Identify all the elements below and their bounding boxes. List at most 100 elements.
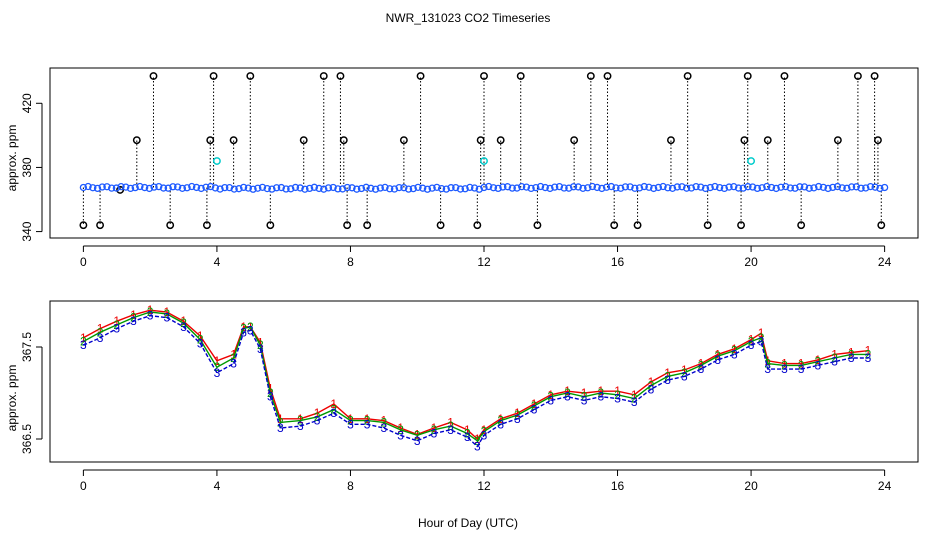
series-marker: 2 [277,415,284,429]
series-marker: 2 [474,434,481,448]
series-marker: 1 [97,322,104,336]
series-marker: 1 [764,354,771,368]
y-tick-label: 367.5 [20,332,34,362]
series-marker: 1 [798,357,805,371]
series-marker: 1 [297,412,304,426]
timeseries-point [560,184,568,192]
series-marker: 2 [347,414,354,428]
timeseries-point [838,184,846,192]
timeseries-point [136,182,144,191]
timeseries-point [753,184,762,193]
series-marker: 1 [240,320,247,334]
series-marker: 2 [414,428,421,442]
x-tick-label: 24 [878,255,892,269]
spike-point [740,136,749,145]
series-marker: 3 [648,382,655,396]
timeseries-point [334,185,342,193]
series-marker: 2 [247,320,254,334]
top-y-axis-label: approx. ppm [5,125,19,192]
timeseries-point [258,183,267,191]
y-tick-label: 340 [20,221,34,241]
timeseries-point [84,182,92,191]
timeseries-point [254,184,262,192]
spike-point [603,72,612,80]
timeseries-point [268,185,276,193]
timeseries-point [814,182,823,191]
spike-point [209,72,218,80]
series-marker: 1 [831,347,838,361]
series-marker: 2 [764,357,771,371]
timeseries-point [239,183,248,192]
timeseries-point [98,183,106,191]
timeseries-point [602,183,611,191]
timeseries-point [692,182,700,191]
series-marker: 1 [648,375,655,389]
series-timeseries [79,182,889,193]
timeseries-point [395,183,403,192]
series-marker: 1 [180,314,187,328]
series-marker: 3 [330,406,337,420]
timeseries-point [716,183,724,192]
series-marker: 2 [531,399,538,413]
series-marker: 3 [431,426,438,440]
timeseries-point [659,182,667,191]
series-marker: 3 [164,311,171,325]
timeseries-point [777,183,785,191]
timeseries-point [786,184,795,192]
series-marker: 3 [815,358,822,372]
series-marker: 1 [497,412,504,426]
timeseries-point [494,184,502,193]
series-marker: 2 [481,425,488,439]
timeseries-point [117,183,125,191]
series-marker: 3 [714,353,721,367]
timeseries-point [730,183,738,191]
y-tick-label: 380 [20,157,34,177]
timeseries-point [108,184,116,192]
timeseries-point [188,182,196,191]
series-marker: 1 [230,347,237,361]
series-marker: 3 [347,417,354,431]
spike-point [780,72,789,80]
series-marker: 2 [631,392,638,406]
series-marker: 3 [848,351,855,365]
x-tick-label: 4 [214,479,221,493]
series-marker: 3 [547,393,554,407]
series-marker: 2 [197,333,204,347]
timeseries-point [93,184,102,193]
timeseries-point [621,183,630,191]
x-tick-label: 12 [477,255,491,269]
timeseries-point [739,184,747,192]
timeseries-point [748,183,757,191]
series-marker: 2 [180,316,187,330]
spike-point [363,221,372,230]
timeseries-point [866,182,875,191]
spike-point [343,221,352,230]
series-marker: 3 [581,393,588,407]
timeseries-point [522,183,531,191]
spike-point [496,136,505,145]
series-marker: 1 [581,386,588,400]
series-marker: 3 [758,334,765,348]
series-marker: 1 [698,357,705,371]
spike-point [853,72,862,80]
series-marker: 3 [247,323,254,337]
spike-point [416,72,425,80]
timeseries-point [178,184,187,193]
timeseries-point [272,184,281,192]
series-marker: 3 [865,351,872,365]
series-marker: 2 [798,358,805,372]
timeseries-point [131,183,139,192]
spike-point [436,221,445,230]
x-tick-label: 16 [611,255,625,269]
timeseries-point [249,185,257,193]
timeseries-point [791,184,799,192]
spike-point [79,221,88,230]
spike-point [480,72,488,80]
spike-point [586,72,595,80]
timeseries-point [829,183,837,192]
timeseries-point [650,184,658,193]
series-marker: 3 [297,419,304,433]
series-marker: 2 [681,366,688,380]
